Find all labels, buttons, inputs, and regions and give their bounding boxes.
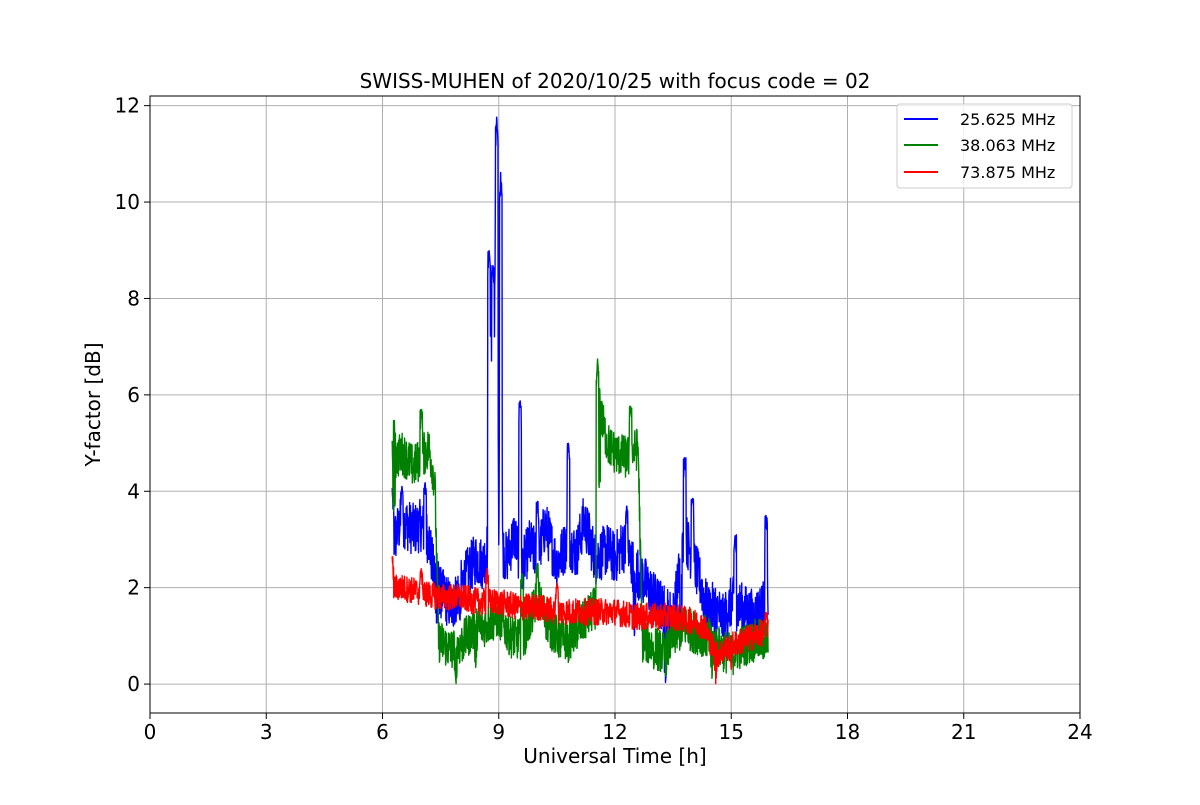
- x-tick-label: 12: [602, 720, 627, 744]
- x-tick-label: 3: [260, 720, 273, 744]
- legend-label-38-063-mhz: 38.063 MHz: [960, 136, 1055, 155]
- x-tick-label: 0: [144, 720, 157, 744]
- y-axis-ticks: 0 2 4 6 8 10 12: [115, 94, 150, 696]
- x-tick-label: 9: [492, 720, 505, 744]
- y-tick-label: 0: [127, 672, 140, 696]
- y-tick-label: 2: [127, 576, 140, 600]
- chart-title: SWISS-MUHEN of 2020/10/25 with focus cod…: [360, 69, 871, 93]
- legend-label-73-875-mhz: 73.875 MHz: [960, 163, 1055, 182]
- x-axis-ticks: 0 3 6 9 12 15 18 21 24: [144, 713, 1093, 744]
- x-tick-label: 6: [376, 720, 389, 744]
- legend-box: [896, 103, 1073, 189]
- series-lines: [391, 116, 769, 685]
- y-tick-label: 12: [115, 94, 140, 118]
- y-tick-label: 10: [115, 190, 140, 214]
- x-axis-label: Universal Time [h]: [523, 744, 706, 768]
- y-tick-label: 8: [127, 286, 140, 310]
- series-line-73-875-mhz: [391, 556, 769, 685]
- x-tick-label: 18: [835, 720, 860, 744]
- x-tick-label: 15: [719, 720, 744, 744]
- series-line-25-625-mhz: [391, 116, 769, 684]
- y-tick-label: 6: [127, 383, 140, 407]
- x-tick-label: 24: [1067, 720, 1092, 744]
- y-axis-label: Y-factor [dB]: [81, 342, 105, 467]
- y-tick-label: 4: [127, 479, 140, 503]
- x-tick-label: 21: [951, 720, 976, 744]
- legend: 25.625 MHz 38.063 MHz 73.875 MHz: [896, 103, 1073, 189]
- legend-label-25-625-mhz: 25.625 MHz: [960, 110, 1055, 129]
